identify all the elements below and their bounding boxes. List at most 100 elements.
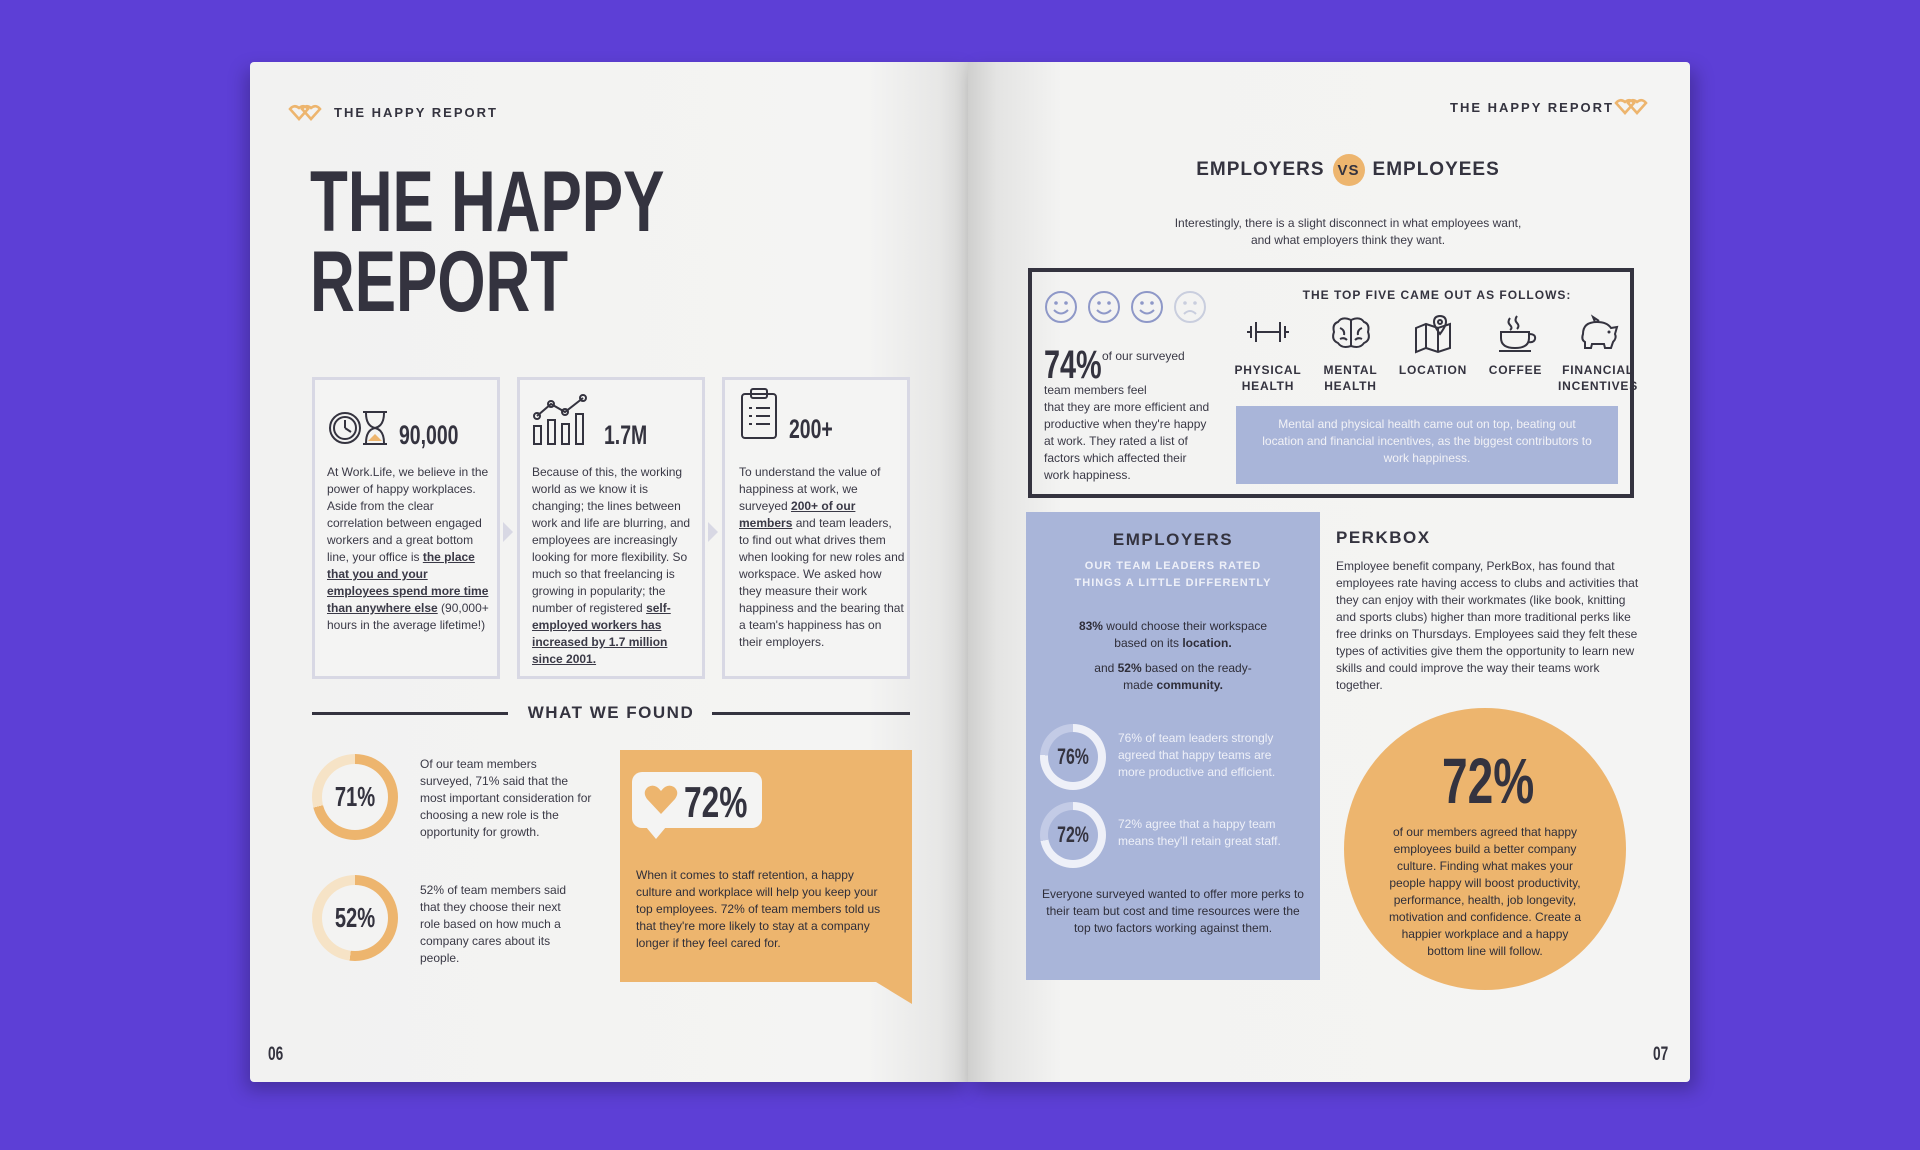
map-pin-icon <box>1415 314 1451 354</box>
stat-74-first-line: 74%of our surveyed team members feel <box>1044 343 1214 399</box>
ring-text: Of our team members surveyed, 71% said t… <box>420 757 592 839</box>
top-five-box: 74%of our surveyed team members feel tha… <box>1028 268 1638 498</box>
ring-value: 72% <box>1057 822 1089 847</box>
stat-text-tail: and team leaders, to find out what drive… <box>739 516 905 649</box>
ring-value: 71% <box>334 781 376 812</box>
clipboard-icon <box>741 388 777 439</box>
top-five-list: PHYSICAL HEALTH MENTAL HEALTH LOCATION COFFEE… <box>1230 312 1638 394</box>
growth-chart-icon <box>533 394 587 445</box>
top-five-label-line: HEALTH <box>1241 379 1295 393</box>
text-span: based on the ready-made <box>1123 661 1252 692</box>
right-page: THE HAPPY REPORT EMPLOYERS VS EMPLOYEES … <box>968 62 1690 1082</box>
stat-74: 74%of our surveyed team members feel tha… <box>1044 343 1214 484</box>
top-five-label: LOCATION <box>1399 362 1467 378</box>
smiley-face-icon <box>1088 291 1120 323</box>
satisfaction-faces <box>1044 290 1207 324</box>
arrow-connector <box>708 522 718 542</box>
smiley-face-icon <box>1045 291 1077 323</box>
ring-value-wrap: 71% <box>322 764 388 830</box>
stat-value: 1.7M <box>604 420 648 450</box>
perkbox-title: PERKBOX <box>1336 528 1431 547</box>
vs-right-label: EMPLOYEES <box>1372 159 1500 180</box>
badge-tail <box>646 827 666 839</box>
heart-stat-badge: 72% <box>632 772 762 828</box>
vs-heading: EMPLOYERS VS EMPLOYEES <box>1188 154 1508 186</box>
top-five-label-line: PHYSICAL <box>1234 363 1302 377</box>
divider-line <box>312 712 508 715</box>
bold-word: community. <box>1156 678 1223 692</box>
brand-header: THE HAPPY REPORT <box>334 105 498 120</box>
stat-circle-72: 72% of our members agreed that happy emp… <box>1344 708 1626 990</box>
ring-value-wrap: 52% <box>322 885 388 951</box>
heart-icon <box>644 785 678 814</box>
stat-74-head: of our surveyed team members feel <box>1044 349 1185 397</box>
stat-text-highlight: the place that you and your employees sp… <box>327 550 489 615</box>
progress-ring-76: 76% <box>1040 724 1106 790</box>
bubble-value: 72% <box>684 778 748 827</box>
stat-card-1-7m: 1.7M Because of this, the working world … <box>517 377 705 679</box>
stat-text: At Work.Life, we believe in the power of… <box>327 464 493 634</box>
smiley-face-icon <box>1131 291 1163 323</box>
top-five-label: PHYSICAL HEALTH <box>1234 362 1301 394</box>
circle-text: of our members agreed that happy employe… <box>1388 825 1582 958</box>
page-title-line-2: REPORT <box>310 234 569 330</box>
top-five-label-line: FINANCIAL <box>1562 363 1634 377</box>
stat-text-highlight: 200+ of our members <box>739 499 856 530</box>
page-number: 06 <box>268 1044 284 1065</box>
top-five-label-line: MENTAL <box>1323 363 1378 377</box>
vs-badge: VS <box>1332 154 1365 186</box>
logo-hearts-icon <box>288 104 322 121</box>
stat-text: To understand the value of happiness at … <box>739 464 905 651</box>
subtitle-line: OUR TEAM LEADERS RATED <box>1084 560 1262 572</box>
top-five-label-line: INCENTIVES <box>1558 379 1639 393</box>
brain-icon <box>1331 317 1370 348</box>
page-title: THE HAPPY REPORT <box>310 154 665 330</box>
top-five-label: MENTAL HEALTH <box>1324 362 1378 394</box>
stat-card-90000: 90,000 At Work.Life, we believe in the p… <box>312 377 500 679</box>
employers-subtitle: OUR TEAM LEADERS RATED THINGS A LITTLE D… <box>1026 558 1320 592</box>
top-five-label-line: LOCATION <box>1398 363 1468 377</box>
bold-word: location. <box>1182 636 1232 650</box>
stat-card-200: 200+ To understand the value of happines… <box>722 377 910 679</box>
bubble-tail <box>876 982 912 1004</box>
circle-value: 72% <box>1442 745 1535 817</box>
bold-pct: 83% <box>1078 619 1103 633</box>
piggy-bank-icon <box>1581 314 1619 349</box>
employers-location: 83% would choose their workspace based o… <box>1070 618 1276 652</box>
stat-text-body: To understand the value of happiness at … <box>739 465 881 513</box>
employers-title: EMPLOYERS <box>1112 530 1234 549</box>
stat-text-body: Because of this, the working world as we… <box>532 465 691 615</box>
intro-text: Interestingly, there is a slight disconn… <box>1118 215 1578 249</box>
page-title-line-1: THE HAPPY <box>310 154 665 250</box>
stopwatch-hourglass-icon <box>329 411 387 445</box>
coffee-cup-icon <box>1498 315 1536 352</box>
top-five-item: COFFEE <box>1478 312 1554 394</box>
top-five-item: FINANCIAL INCENTIVES <box>1558 312 1638 394</box>
brand-header: THE HAPPY REPORT <box>1450 100 1614 115</box>
sad-face-icon <box>1174 291 1206 323</box>
ring-value-wrap: 72% <box>1048 810 1098 860</box>
ring-value: 76% <box>1057 744 1089 769</box>
top-five-label: FINANCIAL INCENTIVES <box>1558 362 1638 394</box>
text-span: would choose their workspace based on it… <box>1102 619 1268 650</box>
employers-footer: Everyone surveyed wanted to offer more p… <box>1042 887 1304 935</box>
ring-value: 52% <box>334 902 376 933</box>
text-span: and <box>1094 661 1118 675</box>
divider-line <box>712 712 910 715</box>
arrow-connector <box>503 522 513 542</box>
stat-text-tail: (90,000+ hours in the average lifetime!) <box>327 601 489 632</box>
ring-text: 52% of team members said that they choos… <box>420 883 567 965</box>
vs-left-label: EMPLOYERS <box>1196 159 1325 180</box>
stat-value: 200+ <box>789 414 833 444</box>
stat-text-body: At Work.Life, we believe in the power of… <box>327 465 489 564</box>
stat-74-value: 74% <box>1044 343 1102 387</box>
progress-ring-72: 72% <box>1040 802 1106 868</box>
progress-ring-71: 71% <box>312 754 398 840</box>
page-number: 07 <box>1653 1044 1669 1065</box>
perkbox-text: Employee benefit company, PerkBox, has f… <box>1336 559 1639 692</box>
ring-text: 72% agree that a happy team means they'l… <box>1118 817 1281 848</box>
top-five-label-line: COFFEE <box>1488 363 1543 377</box>
stat-text-highlight: self-employed workers has increased by 1… <box>532 601 671 666</box>
top-five-item: MENTAL HEALTH <box>1313 312 1389 394</box>
employers-panel: EMPLOYERS OUR TEAM LEADERS RATED THINGS … <box>1026 512 1320 980</box>
